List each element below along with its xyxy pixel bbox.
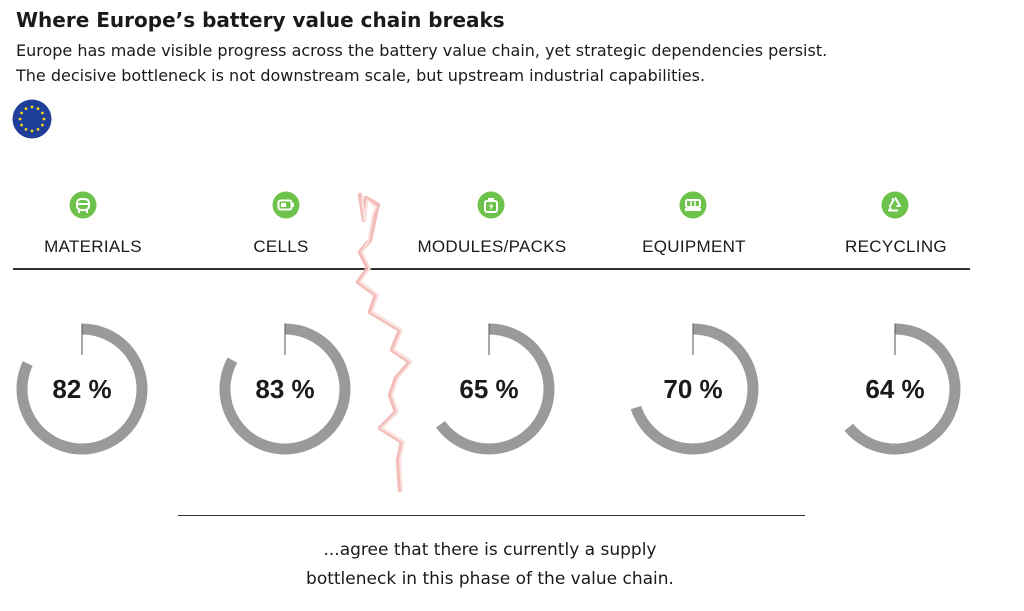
header-divider (13, 268, 970, 270)
eu-star (40, 123, 44, 127)
eu-star (24, 127, 28, 131)
donut-arc-modules-packs (436, 323, 555, 455)
donut-arc-recycling (844, 323, 961, 455)
eu-star (30, 129, 34, 133)
value-chain-break-crack (355, 192, 413, 493)
eu-star (18, 117, 22, 121)
stage-label-recycling: RECYCLING (845, 237, 947, 256)
page-title: Where Europe’s battery value chain break… (16, 8, 505, 32)
eu-star (36, 107, 40, 111)
donut-value-label: 83 % (255, 374, 314, 404)
eu-star (24, 107, 28, 111)
machinery-icon (679, 191, 707, 219)
donut-value-label: 82 % (52, 374, 111, 404)
donut-value-label: 65 % (459, 374, 518, 404)
stage-label-cells: CELLS (253, 237, 309, 256)
stage-label-materials: MATERIALS (44, 237, 142, 256)
donut-arc-cells (219, 323, 351, 455)
battery-pack-icon (477, 191, 505, 219)
recycle-icon (881, 191, 909, 219)
footnote-line-1: ...agree that there is currently a suppl… (323, 540, 657, 560)
footnote-line-2: bottleneck in this phase of the value ch… (306, 569, 674, 589)
stage-label-equipment: EQUIPMENT (642, 237, 746, 256)
car-icon (69, 191, 97, 219)
donut-value-label: 70 % (663, 374, 722, 404)
stage-label-modules-packs: MODULES/PACKS (417, 237, 567, 256)
eu-star (42, 117, 46, 121)
donut-arc-equipment (630, 323, 759, 455)
footer-divider (178, 515, 805, 516)
donut-value-label: 64 % (865, 374, 924, 404)
battery-icon (272, 191, 300, 219)
eu-star (20, 123, 24, 127)
eu-star (30, 105, 34, 109)
page-subtitle-line-1: Europe has made visible progress across … (16, 41, 828, 60)
eu-star (36, 127, 40, 131)
eu-star (40, 111, 44, 115)
eu-star (20, 111, 24, 115)
donut-arc-materials (16, 323, 148, 455)
page-subtitle-line-2: The decisive bottleneck is not downstrea… (16, 66, 706, 85)
eu-flag-icon (12, 99, 52, 139)
